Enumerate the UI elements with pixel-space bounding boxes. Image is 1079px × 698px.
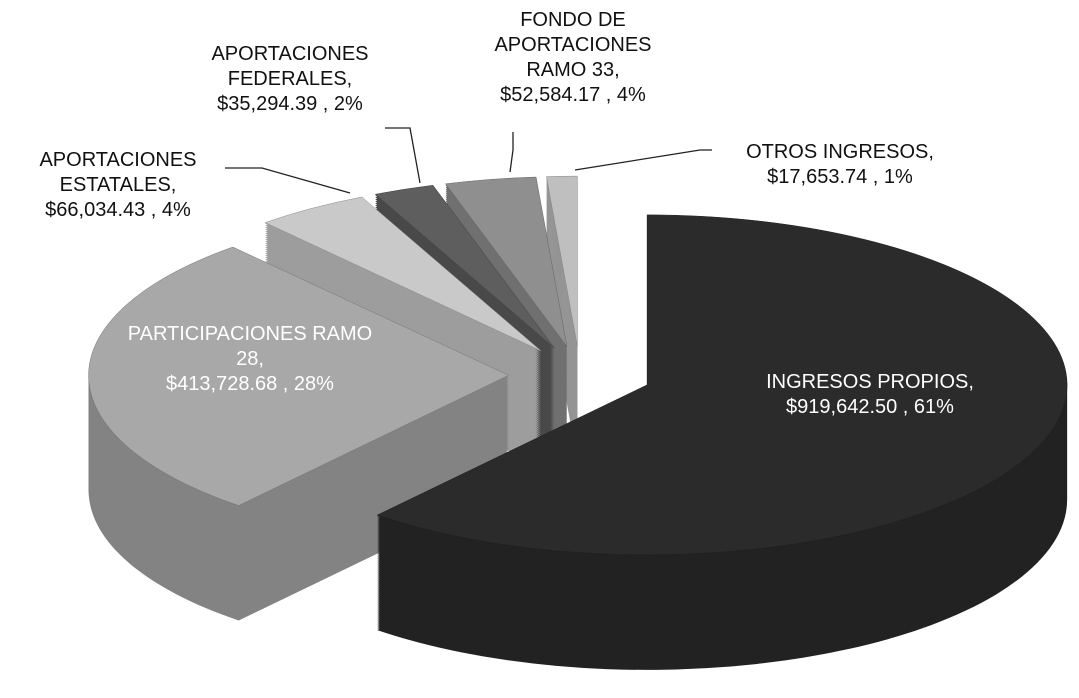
data-label: OTROS INGRESOS, $17,653.74 , 1% bbox=[700, 140, 980, 190]
category-label: PARTICIPACIONES RAMO 28, bbox=[127, 323, 373, 370]
slice-top bbox=[445, 176, 568, 347]
data-label: PARTICIPACIONES RAMO 28, $413,728.68 , 28… bbox=[115, 322, 385, 397]
slice-top bbox=[264, 196, 542, 352]
slice-top bbox=[376, 214, 1068, 556]
slice bbox=[376, 214, 1068, 670]
data-label: FONDO DE APORTACIONES RAMO 33, $52,584.17… bbox=[473, 8, 673, 108]
leader-line bbox=[574, 149, 712, 171]
value-label: $66,034.43 , 4% bbox=[45, 199, 191, 221]
category-label: INGRESOS PROPIOS, bbox=[766, 371, 974, 393]
slice-top bbox=[374, 185, 555, 349]
value-label: $52,584.17 , 4% bbox=[500, 84, 646, 106]
leader-line bbox=[509, 132, 514, 173]
leader-line bbox=[385, 127, 421, 184]
slice-top bbox=[88, 246, 510, 506]
slice-top bbox=[546, 175, 578, 347]
value-label: $17,653.74 , 1% bbox=[767, 166, 913, 188]
value-label: $35,294.39 , 2% bbox=[217, 93, 363, 115]
data-label: APORTACIONES ESTATALES, $66,034.43 , 4% bbox=[8, 148, 228, 223]
slice bbox=[88, 246, 510, 621]
data-label: INGRESOS PROPIOS, $919,642.50 , 61% bbox=[750, 370, 990, 420]
leader-lines bbox=[225, 127, 712, 194]
category-label: FONDO DE APORTACIONES RAMO 33, bbox=[494, 9, 652, 81]
value-label: $413,728.68 , 28% bbox=[166, 373, 334, 395]
value-label: $919,642.50 , 61% bbox=[786, 396, 954, 418]
category-label: OTROS INGRESOS, bbox=[746, 141, 934, 163]
data-label: APORTACIONES FEDERALES, $35,294.39 , 2% bbox=[180, 42, 400, 117]
category-label: APORTACIONES ESTATALES, bbox=[39, 149, 197, 196]
leader-line bbox=[225, 167, 351, 194]
slices bbox=[88, 175, 1068, 670]
category-label: APORTACIONES FEDERALES, bbox=[211, 43, 369, 90]
